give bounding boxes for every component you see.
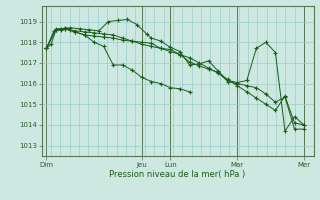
X-axis label: Pression niveau de la mer( hPa ): Pression niveau de la mer( hPa ) <box>109 170 246 179</box>
